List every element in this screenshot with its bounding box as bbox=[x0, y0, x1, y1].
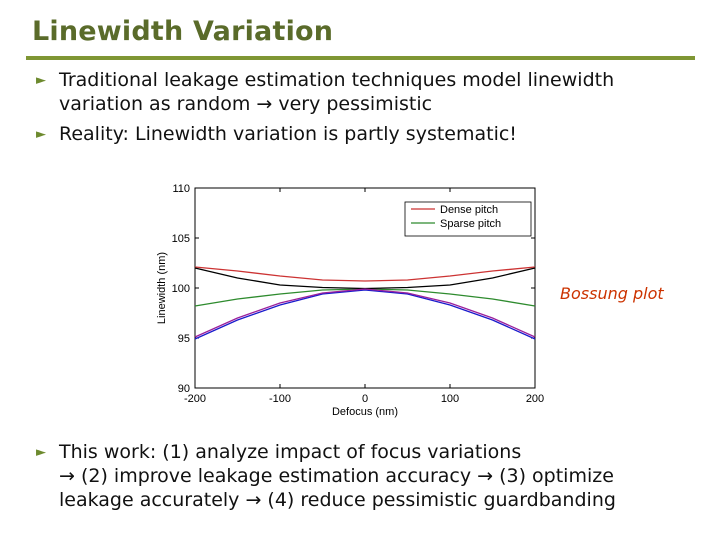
legend-label: Dense pitch bbox=[440, 204, 498, 216]
y-tick-label: 105 bbox=[172, 233, 190, 245]
bullet-line: This work: (1) analyze impact of focus v… bbox=[59, 441, 522, 463]
y-axis-label: Linewidth (nm) bbox=[156, 252, 168, 324]
bullet-line: variation as random → very pessimistic bbox=[59, 93, 433, 115]
title-underline bbox=[26, 56, 695, 60]
right-triangle-icon: ► bbox=[36, 445, 46, 460]
bossung-chart-svg: -200 -100 0 100 200 90 95 100 105 110 Defocus (nm)… bbox=[156, 183, 544, 418]
bossung-chart: -200 -100 0 100 200 90 95 100 105 110 Defocus (nm)… bbox=[150, 180, 690, 420]
y-tick-label: 100 bbox=[172, 283, 190, 295]
y-tick-label: 90 bbox=[178, 383, 190, 395]
slide-title: Linewidth Variation bbox=[32, 16, 334, 47]
y-tick-label: 95 bbox=[178, 333, 190, 345]
series-line bbox=[194, 288, 536, 338]
x-tick-label: -100 bbox=[269, 393, 291, 405]
x-tick-label: 200 bbox=[526, 393, 544, 405]
series-line bbox=[194, 289, 536, 340]
series-line bbox=[194, 266, 536, 282]
bullet-line: Reality: Linewidth variation is partly s… bbox=[59, 123, 517, 145]
x-tick-label: 100 bbox=[441, 393, 459, 405]
bullet-line: Traditional leakage estimation technique… bbox=[59, 69, 615, 91]
x-axis-label: Defocus (nm) bbox=[332, 406, 398, 418]
bullet-line: → (2) improve leakage estimation accurac… bbox=[59, 465, 614, 487]
right-triangle-icon: ► bbox=[36, 73, 46, 88]
x-tick-label: -200 bbox=[184, 393, 206, 405]
x-tick-label: 0 bbox=[362, 393, 368, 405]
y-tick-label: 110 bbox=[172, 183, 190, 195]
right-triangle-icon: ► bbox=[36, 127, 46, 142]
legend-label: Sparse pitch bbox=[440, 218, 501, 230]
chart-annotation: Bossung plot bbox=[560, 284, 664, 303]
bullet-line: leakage accurately → (4) reduce pessimis… bbox=[59, 489, 616, 511]
legend-box bbox=[404, 201, 532, 237]
